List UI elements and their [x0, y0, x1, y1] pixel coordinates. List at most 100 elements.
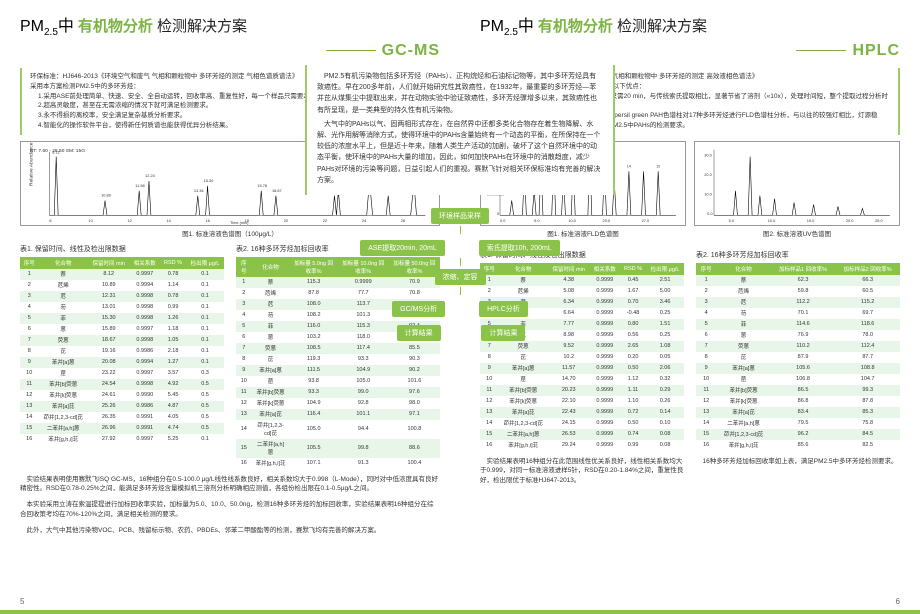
- th: 化合物: [716, 263, 770, 275]
- td: 69.7: [835, 308, 900, 319]
- td: 苯并[k]荧蒽: [716, 396, 770, 407]
- td: 芘: [498, 352, 547, 363]
- td: 13: [20, 401, 38, 412]
- td: 䓛: [38, 368, 87, 379]
- td: 62.3: [771, 275, 836, 286]
- td: 0.05: [646, 352, 684, 363]
- td: 26.53: [548, 429, 590, 440]
- left-table1: 表1. 保留时间、线性及检出限数据 序号化合物保留时间 min相关系数RSD %…: [20, 244, 224, 469]
- td: 97.1: [389, 409, 440, 420]
- td: 11: [20, 379, 38, 390]
- td: 1: [696, 275, 716, 286]
- td: 4.92: [160, 379, 186, 390]
- right-table2: 表2. 16种多环芳烃加标回收率 序号化合物加标样品1 回收率%加标样品2 回收…: [696, 250, 900, 451]
- td: 0.26: [646, 396, 684, 407]
- td: -0.48: [620, 308, 646, 319]
- svg-text:13.34: 13.34: [194, 187, 205, 192]
- td: 0.74: [620, 429, 646, 440]
- svg-text:30.0: 30.0: [704, 152, 712, 157]
- svg-text:11.58: 11.58: [135, 183, 144, 188]
- td: 0.1: [186, 324, 224, 335]
- td: 107.1: [290, 458, 338, 469]
- title-rest-r: 检测解决方案: [617, 15, 707, 36]
- td: 0.9998: [130, 335, 160, 346]
- td: 0.9998: [130, 291, 160, 302]
- flow-bl2: 计算结果: [397, 325, 441, 341]
- td: 5.25: [160, 434, 186, 445]
- td: 4: [696, 308, 716, 319]
- svg-text:12.24: 12.24: [145, 173, 156, 178]
- td: 0.9999: [590, 418, 620, 429]
- td: 蒽: [252, 332, 290, 343]
- svg-text:10.89: 10.89: [101, 192, 111, 197]
- uv-chart: 30.020.010.00.0 5.010.015.020.025.0: [694, 141, 900, 226]
- th: 相关系数: [130, 257, 160, 269]
- td: 0.9990: [130, 390, 160, 401]
- td: 14.70: [548, 374, 590, 385]
- td: 1.11: [620, 385, 646, 396]
- td: 0.70: [620, 297, 646, 308]
- td: 芘: [252, 354, 290, 365]
- td: 芴: [38, 302, 87, 313]
- td: 芴: [252, 310, 290, 321]
- td: 苯并[k]荧蒽: [252, 398, 290, 409]
- td: 0.5: [186, 423, 224, 434]
- td: 108.8: [835, 363, 900, 374]
- td: 14: [236, 420, 252, 439]
- td: 82.5: [835, 440, 900, 451]
- svg-text:20: 20: [284, 218, 289, 223]
- td: 105.0: [338, 376, 389, 387]
- svg-text:12: 12: [127, 218, 131, 223]
- td: 4: [20, 302, 38, 313]
- td: 13: [236, 409, 252, 420]
- td: 20.23: [548, 385, 590, 396]
- td: 91.3: [338, 458, 389, 469]
- svg-text:10.0: 10.0: [704, 191, 712, 196]
- r-tbl2-title: 表2. 16种多环芳烃加标回收率: [696, 250, 900, 260]
- td: 1.05: [160, 335, 186, 346]
- td: 䓛: [498, 374, 547, 385]
- td: 苊烯: [716, 286, 770, 297]
- svg-text:15.30: 15.30: [204, 178, 215, 183]
- td: 79.5: [771, 418, 836, 429]
- td: 0.9999: [590, 440, 620, 451]
- td: 1: [236, 277, 252, 288]
- td: 0.1: [186, 302, 224, 313]
- td: 18.67: [88, 335, 130, 346]
- td: 2.18: [160, 346, 186, 357]
- td: 27.92: [88, 434, 130, 445]
- td: 29.24: [548, 440, 590, 451]
- td: 9: [236, 365, 252, 376]
- td: 93.3: [338, 354, 389, 365]
- td: 0.9999: [590, 385, 620, 396]
- td: 0.1: [186, 280, 224, 291]
- td: 101.1: [338, 409, 389, 420]
- td: 0.9999: [590, 352, 620, 363]
- td: 90.2: [389, 365, 440, 376]
- td: 78.0: [835, 330, 900, 341]
- td: 106.8: [771, 374, 836, 385]
- td: 108.5: [290, 343, 338, 354]
- td: 0.5: [186, 379, 224, 390]
- td: 5.00: [646, 286, 684, 297]
- td: 14: [696, 418, 716, 429]
- td: 112.4: [835, 341, 900, 352]
- th: 保留时间 min: [88, 257, 130, 269]
- td: 6: [236, 332, 252, 343]
- th: 加标样品1 回收率%: [771, 263, 836, 275]
- td: 86.8: [771, 396, 836, 407]
- td: 90.3: [389, 354, 440, 365]
- td: 10.89: [88, 280, 130, 291]
- td: 2: [696, 286, 716, 297]
- td: 92.8: [338, 398, 389, 409]
- td: 13: [696, 407, 716, 418]
- title-highlight-r: 有机物分析: [538, 15, 613, 36]
- td: 3: [696, 297, 716, 308]
- td: 14: [480, 418, 498, 429]
- svg-text:10: 10: [88, 218, 93, 223]
- th: 加标样品2 回收率%: [835, 263, 900, 275]
- center-text: PM2.5有机污染物包括多环芳烃（PAHs）、正构烷烃和石油标记物等，其中多环芳…: [317, 71, 603, 186]
- th: 检出限 μg/L: [646, 263, 684, 275]
- td: 0.78: [160, 269, 186, 280]
- td: 0.9998: [130, 379, 160, 390]
